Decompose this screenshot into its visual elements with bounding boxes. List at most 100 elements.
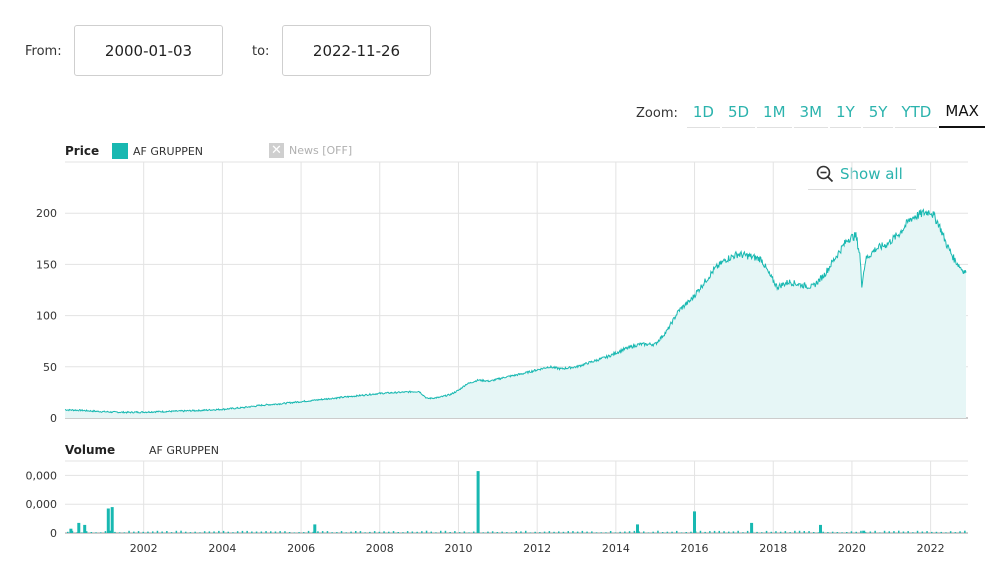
show-all-button[interactable]: Show all: [808, 159, 916, 190]
volume-y-tick-label: 0,000: [26, 469, 58, 482]
volume-bar-minor: [170, 532, 173, 533]
volume-bar-minor: [916, 530, 919, 533]
volume-bar-minor: [199, 532, 201, 533]
volume-bar-minor: [317, 531, 319, 533]
volume-bar-minor: [104, 531, 107, 533]
volume-bar-minor: [751, 530, 754, 533]
volume-bar-minor: [350, 531, 352, 533]
volume-bar-minor: [742, 532, 744, 533]
volume-bar-minor: [416, 531, 418, 533]
volume-bar-minor: [737, 530, 739, 533]
volume-bar-minor: [355, 531, 357, 533]
volume-bar-minor: [81, 532, 83, 533]
show-all-label: Show all: [840, 165, 903, 183]
volume-bar-minor: [822, 531, 824, 533]
x-tick-label: 2010: [444, 542, 472, 555]
volume-bar-minor: [949, 531, 952, 533]
volume-bar-minor: [874, 530, 876, 533]
zoom-button-ytd[interactable]: YTD: [895, 99, 938, 128]
volume-bar-minor: [945, 532, 947, 533]
volume-bar-minor: [293, 532, 296, 533]
zoom-button-1m[interactable]: 1M: [757, 99, 792, 128]
volume-bar-minor: [458, 532, 461, 533]
volume-bar-minor: [515, 531, 517, 533]
price-y-axis: 0 50 100 150 200: [36, 207, 57, 425]
volume-bar: [636, 524, 639, 533]
volume-bar-minor: [529, 532, 532, 533]
volume-bar-minor: [345, 532, 347, 533]
volume-bar-minor: [794, 530, 796, 533]
volume-bar-minor: [222, 530, 225, 533]
news-toggle-label: News [OFF]: [289, 144, 353, 157]
volume-bar-minor: [940, 531, 942, 533]
volume-bar-minor: [482, 532, 484, 533]
volume-bar-minor: [85, 531, 88, 533]
volume-bar: [69, 528, 73, 533]
volume-bar-minor: [166, 531, 168, 533]
x-tick-label: 2016: [681, 542, 709, 555]
to-date-input[interactable]: 2022-11-26: [282, 25, 431, 76]
volume-bar-minor: [208, 531, 211, 533]
volume-bar-minor: [883, 530, 886, 533]
volume-bar-minor: [959, 531, 961, 533]
news-toggle[interactable]: ✕ News [OFF]: [269, 143, 352, 158]
zoom-button-5y[interactable]: 5Y: [862, 99, 894, 128]
x-tick-label: 2006: [287, 542, 315, 555]
zoom-button-5d[interactable]: 5D: [721, 99, 756, 128]
x-tick-label: 2004: [208, 542, 236, 555]
volume-bar-minor: [779, 531, 782, 533]
volume-bar-minor: [435, 532, 437, 533]
series-swatch[interactable]: [112, 143, 128, 159]
zoom-button-1y[interactable]: 1Y: [830, 99, 861, 128]
volume-bar-minor: [274, 531, 277, 533]
volume-bar-minor: [331, 532, 333, 533]
volume-bar-minor: [803, 531, 805, 533]
volume-y-tick-label: 0: [50, 527, 57, 540]
volume-bar-minor: [628, 531, 631, 533]
price-line: [64, 208, 967, 414]
volume-bar-minor: [864, 532, 867, 533]
volume-bar-minor: [383, 531, 385, 533]
series-legend-label[interactable]: AF GRUPPEN: [133, 145, 204, 158]
volume-y-tick-label: 0,000: [26, 498, 58, 511]
zoom-button-1d[interactable]: 1D: [686, 99, 720, 128]
volume-bar-minor: [373, 531, 376, 533]
volume-bar-minor: [581, 530, 584, 533]
x-axis: 2002 2004 2006 2008 2010 2012 2014 2016 2018 2020…: [130, 542, 945, 555]
volume-bar-minor: [487, 531, 489, 533]
volume-bar: [862, 530, 866, 533]
zoom-button-3m[interactable]: 3M: [793, 99, 829, 128]
volume-bar: [476, 471, 480, 533]
price-area-fill: [65, 209, 966, 418]
volume-bar-minor: [185, 531, 187, 533]
volume-bar-minor: [359, 531, 362, 533]
price-grid: [65, 161, 968, 419]
volume-bar-minor: [756, 531, 758, 533]
volume-bar-minor: [152, 531, 154, 533]
volume-bar-minor: [879, 532, 881, 533]
volume-bar-minor: [534, 531, 536, 533]
volume-bar-minor: [591, 531, 593, 533]
from-date-input[interactable]: 2000-01-03: [74, 25, 223, 76]
price-series: [64, 208, 967, 418]
volume-bar-minor: [506, 532, 508, 533]
zoom-button-max[interactable]: MAX: [939, 98, 985, 128]
volume-bar-minor: [402, 532, 404, 533]
volume-bar-minor: [921, 531, 924, 533]
x-tick-label: 2002: [130, 542, 158, 555]
volume-bar-minor: [798, 530, 801, 533]
volume-bar-minor: [118, 532, 121, 533]
volume-bar-minor: [279, 531, 281, 533]
volume-bar-minor: [303, 532, 305, 533]
volume-bar-minor: [841, 532, 843, 533]
price-legend-title: Price: [65, 144, 100, 158]
volume-series: [67, 471, 966, 533]
volume-bar-minor: [440, 530, 442, 533]
volume-bar-minor: [775, 531, 777, 533]
volume-bar-minor: [827, 532, 829, 533]
x-tick-label: 2018: [759, 542, 787, 555]
volume-bar-minor: [647, 532, 650, 533]
volume-series-label[interactable]: AF GRUPPEN: [149, 444, 220, 457]
volume-bar-minor: [770, 531, 772, 533]
